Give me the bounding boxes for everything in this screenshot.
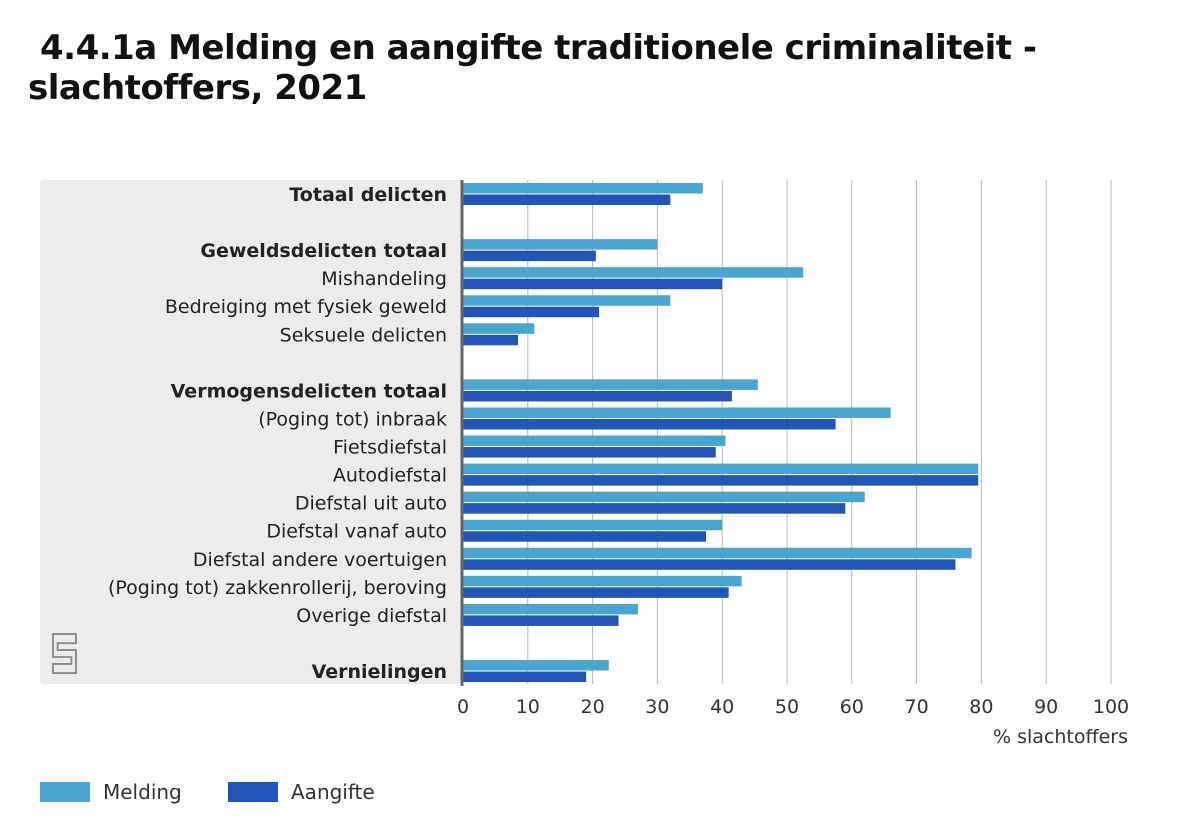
- legend-label-aangifte: Aangifte: [291, 780, 375, 804]
- bar-aangifte-fietsdiefstal: [463, 447, 716, 458]
- legend-swatch-melding: [40, 782, 90, 802]
- gridlines: [527, 180, 1112, 684]
- category-label-mishandeling: Mishandeling: [321, 268, 447, 290]
- cbs-logo-shape: [52, 633, 77, 675]
- bar-melding-overige-diefstal: [463, 603, 638, 615]
- bar-melding-bedreiging-met-fysiek-geweld: [463, 295, 671, 306]
- bar-melding-geweldsdelicten-totaal: [463, 239, 658, 250]
- category-label-poging-tot-inbraak: (Poging tot) inbraak: [258, 408, 447, 430]
- legend-swatch-aangifte: [228, 782, 278, 802]
- bar-melding-mishandeling: [463, 267, 804, 278]
- cbs-logo-icon: [52, 633, 77, 675]
- bar-melding-poging-tot-inbraak: [463, 407, 891, 418]
- bar-aangifte-diefstal-uit-auto: [463, 503, 846, 514]
- bar-aangifte-totaal-delicten: [463, 194, 671, 205]
- bars-group: [460, 180, 979, 686]
- bar-melding-totaal-delicten: [463, 183, 703, 194]
- category-label-diefstal-andere-voertuigen: Diefstal andere voertuigen: [193, 549, 447, 571]
- x-tick-40: 40: [710, 696, 734, 718]
- bar-melding-vernielingen: [463, 660, 609, 671]
- category-label-vermogensdelicten-totaal: Vermogensdelicten totaal: [171, 380, 447, 402]
- category-label-diefstal-uit-auto: Diefstal uit auto: [295, 493, 447, 515]
- x-tick-20: 20: [581, 696, 605, 718]
- bar-aangifte-geweldsdelicten-totaal: [463, 250, 596, 262]
- bar-melding-fietsdiefstal: [463, 435, 726, 447]
- bar-aangifte-overige-diefstal: [463, 615, 619, 626]
- chart-title-line2: slachtoffers, 2021: [28, 68, 367, 108]
- bar-melding-diefstal-vanaf-auto: [463, 519, 723, 531]
- x-tick-60: 60: [840, 696, 864, 718]
- bar-melding-diefstal-uit-auto: [463, 491, 865, 503]
- bar-melding-seksuele-delicten: [463, 323, 535, 334]
- bar-chart: Totaal delicten Geweldsdelicten totaal Mis…: [40, 180, 1129, 748]
- legend-item-melding: Melding: [40, 780, 182, 804]
- bar-aangifte-mishandeling: [463, 278, 723, 290]
- x-tick-80: 80: [969, 696, 993, 718]
- chart-title: 4.4.1a Melding en aangifte traditionele …: [28, 28, 1037, 108]
- x-tick-70: 70: [905, 696, 929, 718]
- bar-aangifte-autodiefstal: [463, 475, 979, 486]
- bar-aangifte-diefstal-vanaf-auto: [463, 531, 706, 542]
- category-label-overige-diefstal: Overige diefstal: [296, 605, 447, 627]
- x-axis-label: % slachtoffers: [993, 726, 1128, 748]
- category-label-autodiefstal: Autodiefstal: [333, 465, 447, 487]
- category-label-bedreiging-met-fysiek-geweld: Bedreiging met fysiek geweld: [165, 296, 447, 318]
- category-label-diefstal-vanaf-auto: Diefstal vanaf auto: [266, 521, 447, 543]
- category-labels: Totaal delicten Geweldsdelicten totaal Mis…: [108, 184, 447, 683]
- bar-aangifte-diefstal-andere-voertuigen: [463, 559, 956, 570]
- bar-aangifte-bedreiging-met-fysiek-geweld: [463, 306, 600, 318]
- legend-item-aangifte: Aangifte: [228, 780, 375, 804]
- bar-aangifte-vermogensdelicten-totaal: [463, 390, 732, 402]
- x-tick-30: 30: [645, 696, 669, 718]
- bar-melding-poging-tot-zakkenrollerij-beroving: [463, 575, 742, 587]
- bar-aangifte-poging-tot-zakkenrollerij-beroving: [463, 587, 729, 598]
- x-tick-90: 90: [1034, 696, 1058, 718]
- x-tick-0: 0: [457, 696, 469, 718]
- label-panel-background: [40, 180, 463, 684]
- bar-melding-diefstal-andere-voertuigen: [463, 547, 972, 559]
- legend-label-melding: Melding: [103, 780, 182, 804]
- x-tick-50: 50: [775, 696, 799, 718]
- bar-aangifte-vernielingen: [463, 671, 587, 683]
- bar-melding-autodiefstal: [463, 463, 979, 475]
- category-label-vernielingen: Vernielingen: [312, 661, 447, 683]
- x-axis-ticks: 0 10 20 30 40 50 60 70 80 90 100: [457, 696, 1129, 718]
- category-label-fietsdiefstal: Fietsdiefstal: [333, 437, 447, 459]
- bar-melding-vermogensdelicten-totaal: [463, 379, 758, 390]
- x-tick-100: 100: [1093, 696, 1129, 718]
- x-tick-10: 10: [516, 696, 540, 718]
- chart-title-line1: 4.4.1a Melding en aangifte traditionele …: [40, 28, 1037, 68]
- category-label-poging-tot-zakkenrollerij-beroving: (Poging tot) zakkenrollerij, beroving: [108, 577, 447, 599]
- category-label-totaal-delicten: Totaal delicten: [289, 184, 447, 206]
- category-label-seksuele-delicten: Seksuele delicten: [280, 324, 447, 346]
- category-label-geweldsdelicten-totaal: Geweldsdelicten totaal: [200, 240, 447, 262]
- bar-aangifte-poging-tot-inbraak: [463, 418, 836, 430]
- bar-aangifte-seksuele-delicten: [463, 334, 519, 346]
